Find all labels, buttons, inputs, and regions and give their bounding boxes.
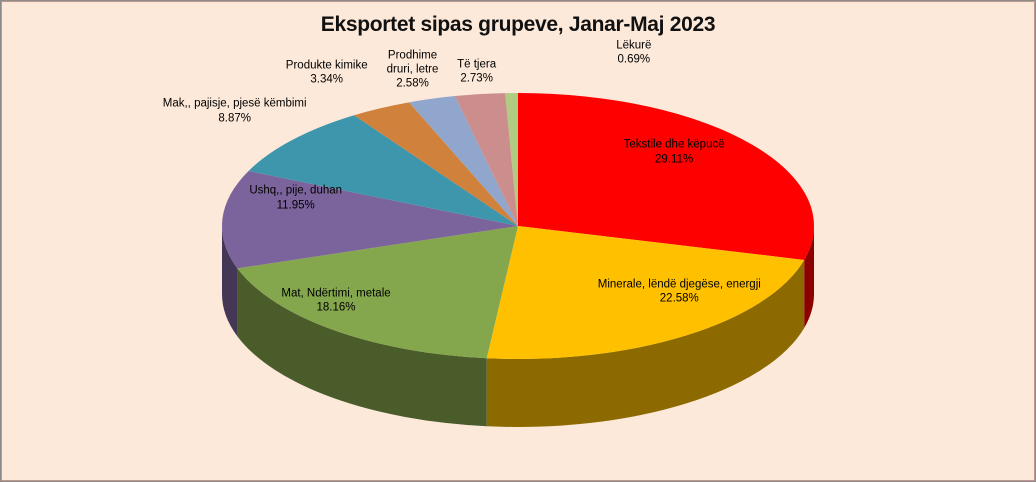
pie-chart (1, 1, 1036, 483)
chart-frame: Eksportet sipas grupeve, Janar-Maj 2023 … (0, 0, 1036, 482)
